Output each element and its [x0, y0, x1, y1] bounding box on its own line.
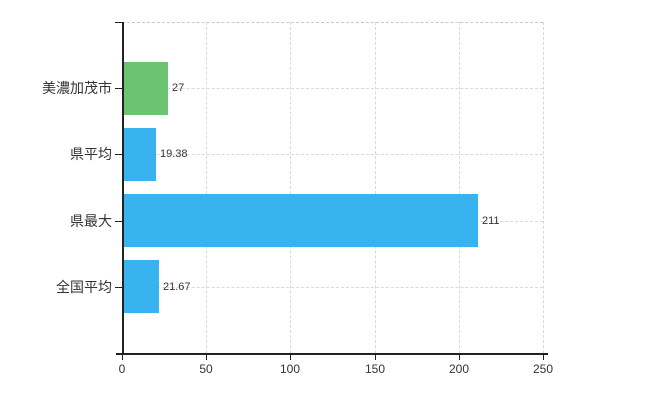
x-gridline	[206, 22, 207, 353]
x-axis-line	[116, 353, 548, 355]
x-axis-tick	[122, 355, 123, 360]
x-axis-tick-label: 50	[199, 362, 213, 376]
x-axis-tick-label: 100	[279, 362, 301, 376]
bar-value-label: 211	[482, 215, 500, 227]
bar	[124, 194, 478, 247]
x-gridline	[290, 22, 291, 353]
y-axis-category-label: 全国平均	[56, 279, 112, 295]
bar-value-label: 27	[172, 82, 185, 94]
x-axis-tick	[543, 355, 544, 360]
x-axis-tick-label: 0	[118, 362, 126, 376]
y-gridline	[122, 287, 543, 288]
y-axis-tick	[115, 221, 122, 222]
x-axis-tick-label: 250	[532, 362, 554, 376]
bar	[124, 128, 156, 181]
x-gridline	[459, 22, 460, 353]
y-axis-tick	[115, 154, 122, 155]
y-gridline	[122, 88, 543, 89]
bar	[124, 260, 159, 313]
x-axis-tick-label: 150	[364, 362, 386, 376]
y-axis-category-label: 県平均	[70, 146, 112, 162]
x-gridline	[375, 22, 376, 353]
x-axis-tick	[459, 355, 460, 360]
y-axis-category-label: 美濃加茂市	[42, 80, 112, 96]
bar-value-label: 21.67	[163, 281, 191, 293]
y-axis-tick	[115, 88, 122, 89]
x-axis-tick	[375, 355, 376, 360]
bar	[124, 62, 168, 115]
y-axis-tick	[115, 287, 122, 288]
y-gridline	[122, 154, 543, 155]
y-axis-category-label: 県最大	[70, 213, 112, 229]
x-axis-tick	[290, 355, 291, 360]
bar-value-label: 19.38	[160, 148, 188, 160]
plot-area	[122, 22, 543, 353]
x-axis-tick-label: 200	[448, 362, 470, 376]
y-axis-line	[122, 22, 124, 355]
x-axis-tick	[206, 355, 207, 360]
y-axis-end-tick	[115, 22, 122, 23]
x-gridline	[543, 22, 544, 353]
